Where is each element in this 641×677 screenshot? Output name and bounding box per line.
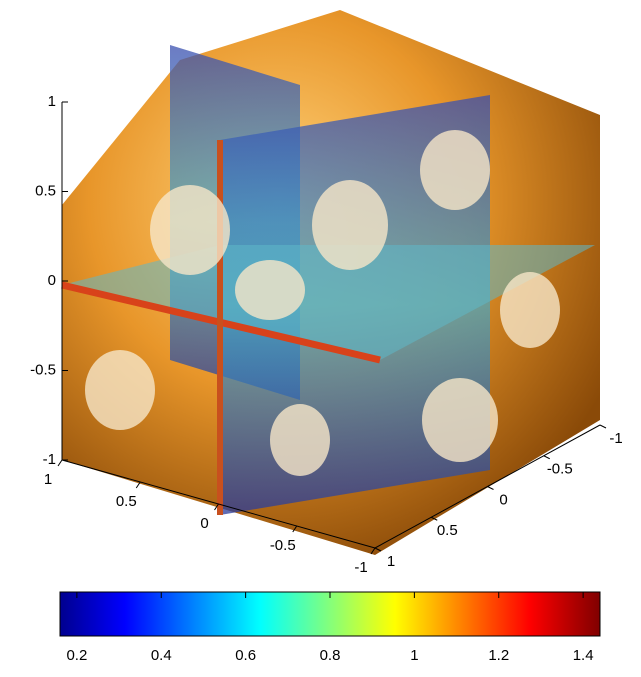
tick-label: 1 (387, 553, 395, 570)
colorbar-tick-label: 0.6 (235, 647, 256, 664)
colorbar-tick-label: 1 (410, 647, 418, 664)
tick-label: 0.5 (116, 493, 137, 510)
tick-label: 0.5 (35, 182, 56, 199)
tick-mark (544, 456, 550, 459)
tick-label: -1 (354, 559, 367, 576)
tick-label: 0 (200, 515, 208, 532)
chart: -1 -0.5 0 0.5 1 1 0.5 0 -0.5 -1 -1 -0.5 0 0.5 1 0.2 0.4 0… (0, 0, 641, 672)
tick-label: -1 (609, 430, 622, 447)
tick-label: 1 (44, 471, 52, 488)
tick-label: -1 (43, 451, 56, 468)
tick-label: 0.5 (437, 522, 458, 539)
colorbar-tick-label: 0.2 (66, 647, 87, 664)
tick-label: -0.5 (270, 537, 296, 554)
colorbar-tick-label: 1.2 (488, 647, 509, 664)
tick-label: -0.5 (547, 461, 573, 478)
tick-label: -0.5 (30, 361, 56, 378)
tick-label: 0 (499, 491, 507, 508)
surface (62, 10, 600, 555)
tick-mark (58, 460, 62, 466)
colorbar-tick-label: 1.4 (573, 647, 594, 664)
tick-mark (600, 425, 606, 428)
colorbar (60, 592, 600, 636)
colorbar-tick-label: 0.4 (151, 647, 172, 664)
colorbar-tick-label: 0.8 (320, 647, 341, 664)
tick-label: 1 (48, 93, 56, 110)
tick-mark (488, 487, 494, 490)
tick-label: 0 (48, 272, 56, 289)
